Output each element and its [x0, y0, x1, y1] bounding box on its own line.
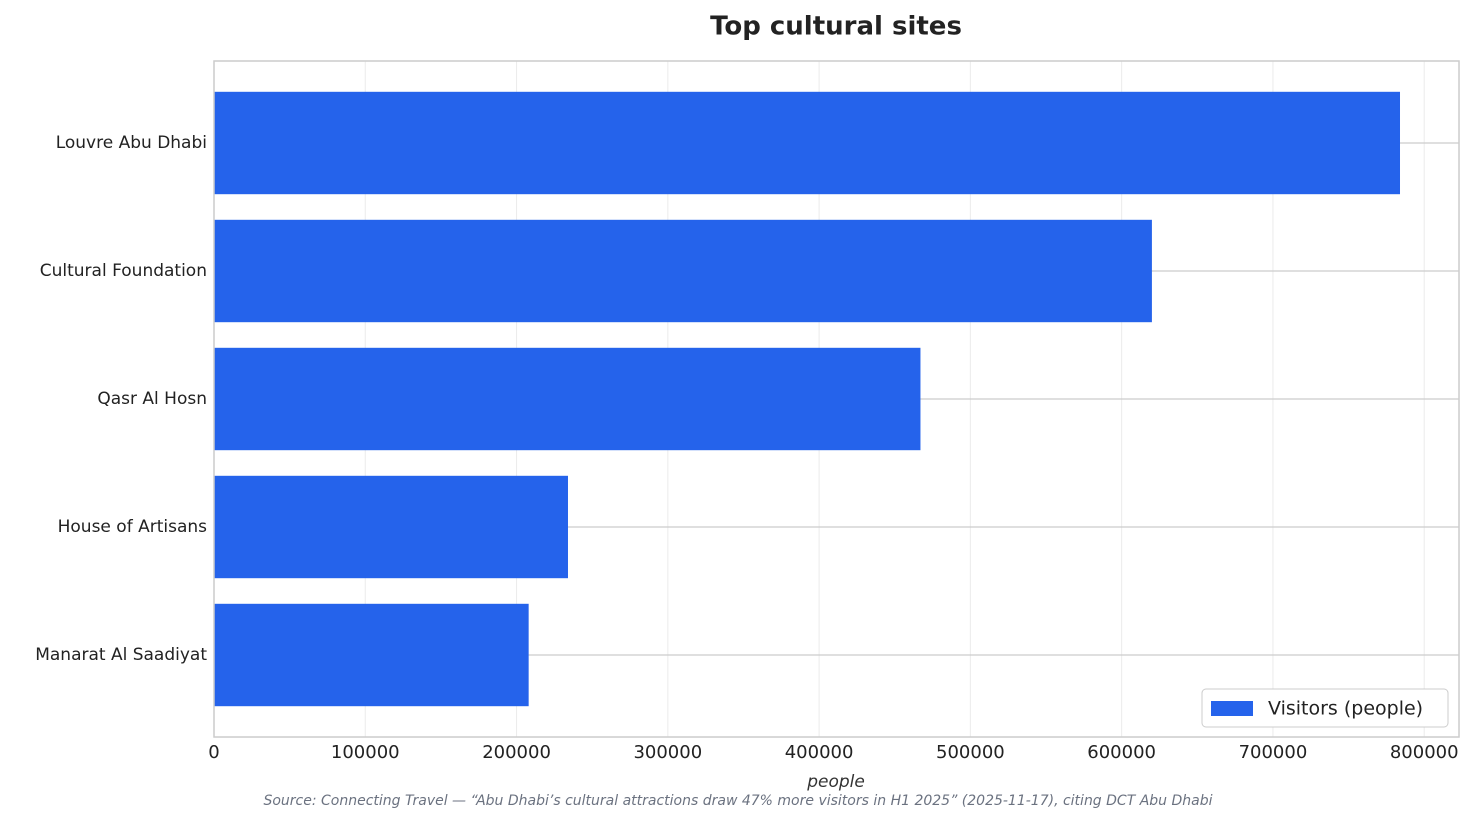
x-tick-label: 100000 — [331, 742, 400, 763]
chart-title: Top cultural sites — [710, 12, 962, 42]
x-axis-label: people — [806, 772, 865, 792]
y-tick-label: Cultural Foundation — [40, 261, 207, 281]
x-tick-label: 300000 — [633, 742, 702, 763]
plot-frame — [213, 60, 1460, 738]
x-tick-label: 400000 — [785, 742, 854, 763]
bar — [214, 475, 568, 579]
y-tick-label: House of Artisans — [58, 517, 208, 537]
bar — [214, 91, 1401, 195]
bar — [214, 603, 529, 707]
y-tick-label: Qasr Al Hosn — [97, 389, 207, 409]
y-tick-label: Manarat Al Saadiyat — [35, 645, 207, 665]
bar — [214, 219, 1152, 323]
legend-box — [1201, 688, 1449, 728]
x-tick-label: 0 — [208, 742, 219, 763]
legend-swatch — [1211, 701, 1253, 716]
legend: Visitors (people) — [1201, 688, 1449, 728]
bar — [214, 347, 921, 451]
legend-label: Visitors (people) — [1268, 698, 1423, 720]
source-note: Source: Connecting Travel — “Abu Dhabi’s… — [263, 793, 1212, 809]
x-tick-label: 200000 — [482, 742, 551, 763]
x-tick-label: 600000 — [1087, 742, 1156, 763]
y-tick-label: Louvre Abu Dhabi — [56, 133, 207, 153]
x-tick-label: 500000 — [936, 742, 1005, 763]
x-tick-label: 700000 — [1239, 742, 1308, 763]
x-tick-label: 800000 — [1390, 742, 1459, 763]
